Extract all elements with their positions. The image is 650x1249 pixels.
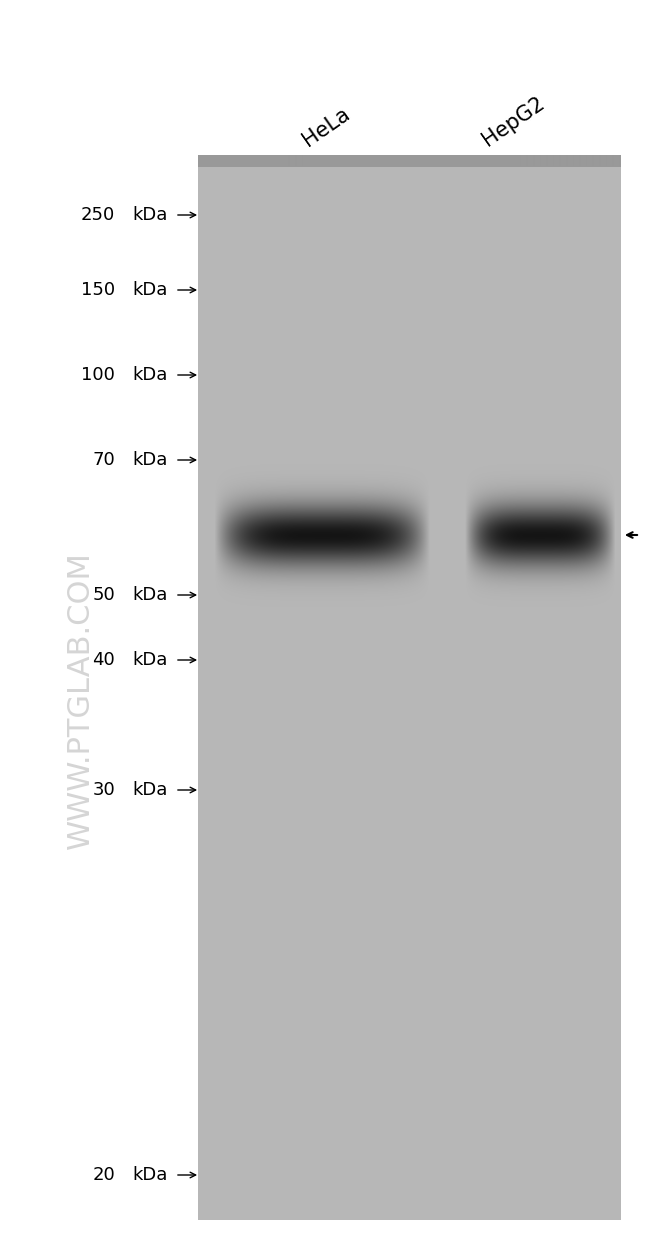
Text: HeLa: HeLa: [298, 104, 354, 150]
Text: 100: 100: [81, 366, 115, 383]
Text: kDa: kDa: [132, 206, 168, 224]
Text: kDa: kDa: [132, 451, 168, 470]
Text: 250: 250: [81, 206, 115, 224]
Text: kDa: kDa: [132, 586, 168, 605]
Text: 20: 20: [92, 1167, 115, 1184]
Text: HepG2: HepG2: [478, 92, 548, 150]
Text: kDa: kDa: [132, 366, 168, 383]
Text: kDa: kDa: [132, 651, 168, 669]
Text: 150: 150: [81, 281, 115, 299]
Text: kDa: kDa: [132, 781, 168, 799]
Text: 50: 50: [92, 586, 115, 605]
Text: 70: 70: [92, 451, 115, 470]
Text: 30: 30: [92, 781, 115, 799]
Text: kDa: kDa: [132, 281, 168, 299]
Text: WWW.PTGLAB.COM: WWW.PTGLAB.COM: [66, 551, 94, 849]
Text: 40: 40: [92, 651, 115, 669]
Text: kDa: kDa: [132, 1167, 168, 1184]
